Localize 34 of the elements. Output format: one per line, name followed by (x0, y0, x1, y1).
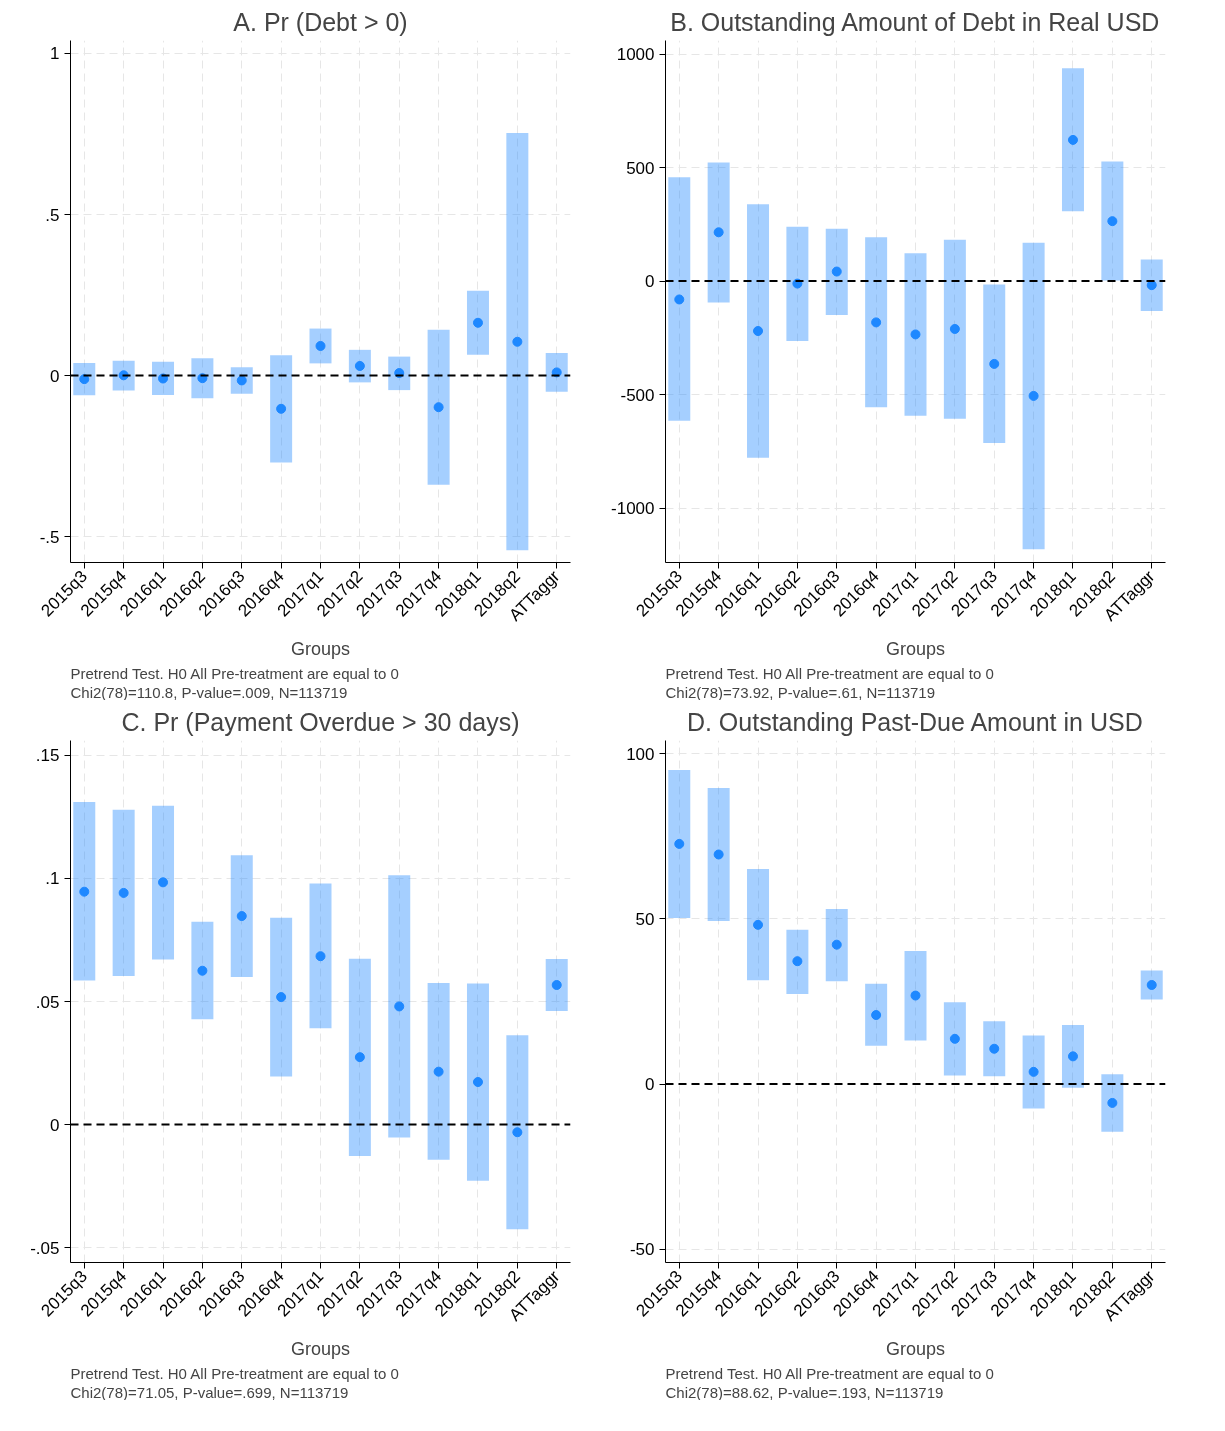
chart-title: D. Outstanding Past-Due Amount in USD (686, 707, 1143, 736)
text: Chi2(78)=71.05, P-value=.699, N=113719 (70, 1383, 349, 1401)
x-axis-title: Groups (885, 1339, 946, 1360)
y-tick-label: -.05 (30, 1238, 60, 1258)
text: Pretrend Test. H0 All Pre-treatment are equal to 0 (665, 1364, 994, 1382)
y-tick-label: 0 (50, 366, 60, 386)
y-tick-label: .1 (45, 869, 60, 889)
y-tick-label: .5 (45, 205, 60, 225)
y-tick-label: -1000 (611, 499, 655, 519)
y-tick-label: 50 (635, 909, 655, 929)
text: Chi2(78)=110.8, P-value=.009, N=113719 (70, 683, 348, 701)
text: Pretrend Test. H0 All Pre-treatment are equal to 0 (70, 664, 399, 682)
x-axis-title: Groups (885, 639, 946, 660)
text: Chi2(78)=88.62, P-value=.193, N=113719 (665, 1383, 944, 1401)
text: Pretrend Test. H0 All Pre-treatment are equal to 0 (665, 664, 994, 682)
y-tick-label: -.5 (39, 527, 60, 547)
y-tick-label: -50 (629, 1240, 655, 1260)
chart-title: A. Pr (Debt > 0) (233, 7, 408, 36)
text: Chi2(78)=73.92, P-value=.61, N=113719 (665, 683, 935, 701)
y-tick-label: 500 (626, 158, 655, 178)
y-tick-label: 1000 (616, 45, 655, 65)
y-tick-label: .05 (35, 992, 60, 1012)
chart-title: B. Outstanding Amount of Debt in Real USD (670, 7, 1160, 36)
text: Pretrend Test. H0 All Pre-treatment are equal to 0 (70, 1364, 399, 1382)
y-tick-label: 0 (645, 272, 655, 292)
x-axis-title: Groups (290, 1339, 351, 1360)
y-tick-label: .15 (35, 746, 60, 766)
y-tick-label: 100 (626, 744, 655, 764)
y-tick-label: 0 (50, 1115, 60, 1135)
y-tick-label: 1 (50, 44, 60, 64)
x-axis-title: Groups (290, 639, 351, 660)
y-tick-label: 0 (645, 1075, 655, 1095)
y-tick-label: -500 (620, 385, 655, 405)
chart-title: C. Pr (Payment Overdue > 30 days) (121, 707, 520, 736)
